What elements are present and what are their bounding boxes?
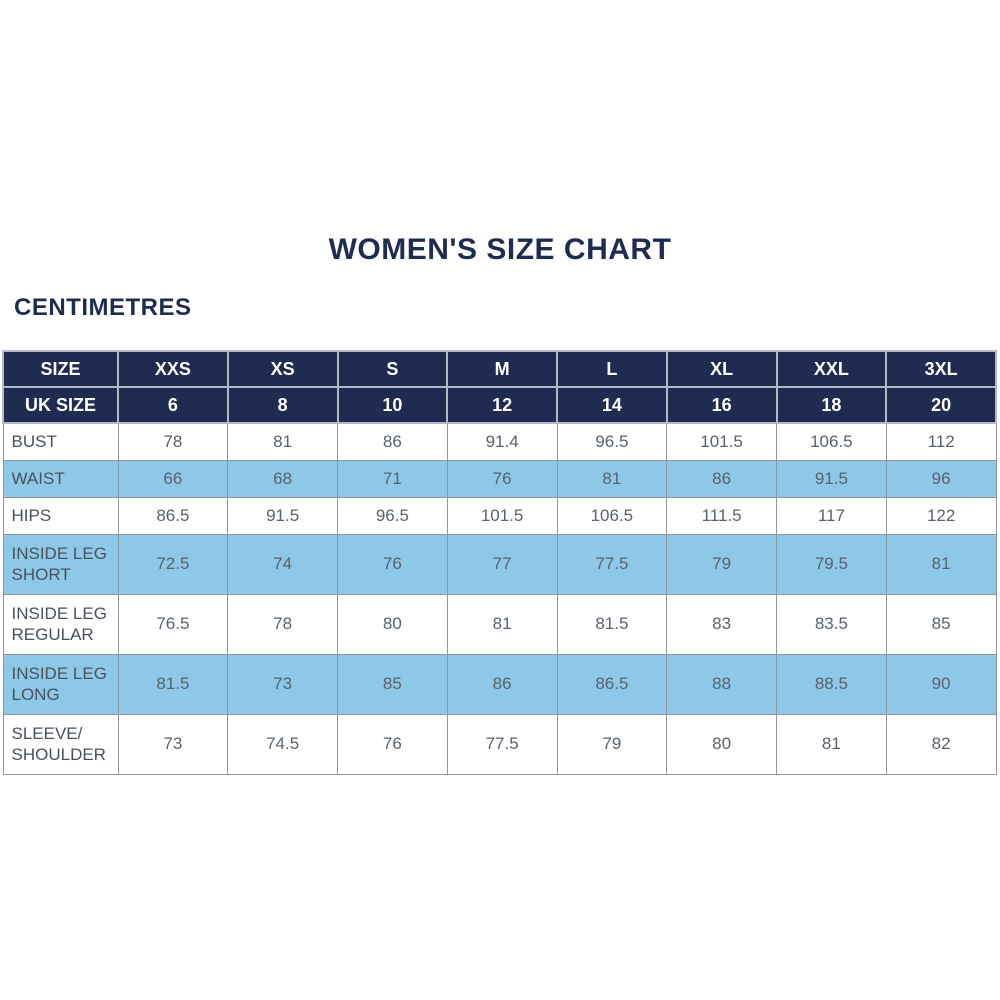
header-cell: 18 xyxy=(775,386,888,424)
units-heading: CENTIMETRES xyxy=(14,294,192,321)
measurement-value: 81.5 xyxy=(117,653,229,715)
measurement-row: WAIST 66 68 71 76 81 86 91.5 96 xyxy=(2,459,997,498)
header-cell: XL xyxy=(665,350,778,388)
measurement-value: 77.5 xyxy=(556,533,668,595)
measurement-label: SLEEVE/ SHOULDER xyxy=(2,713,119,775)
measurement-value: 117 xyxy=(776,496,887,535)
measurement-value: 66 xyxy=(117,459,229,498)
measurement-value: 81 xyxy=(885,533,997,595)
measurement-value: 106.5 xyxy=(556,496,668,535)
measurement-value: 68 xyxy=(227,459,338,498)
measurement-value: 73 xyxy=(117,713,229,775)
measurement-value: 74.5 xyxy=(227,713,338,775)
measurement-value: 91.5 xyxy=(776,459,887,498)
measurement-value: 122 xyxy=(885,496,997,535)
header-cell: 14 xyxy=(556,386,668,424)
measurement-value: 85 xyxy=(885,593,997,655)
measurement-value: 101.5 xyxy=(666,422,777,461)
measurement-value: 81 xyxy=(556,459,668,498)
measurement-value: 86 xyxy=(666,459,777,498)
measurement-value: 83.5 xyxy=(776,593,887,655)
measurement-label: HIPS xyxy=(2,496,119,535)
measurement-value: 81 xyxy=(227,422,338,461)
measurement-value: 72.5 xyxy=(117,533,229,595)
measurement-value: 86 xyxy=(446,653,558,715)
measurement-row: INSIDE LEG LONG 81.5 73 85 86 86.5 88 88.5 90 xyxy=(2,653,997,715)
measurement-value: 81.5 xyxy=(556,593,668,655)
measurement-row: INSIDE LEG REGULAR 76.5 78 80 81 81.5 83 83.5 85 xyxy=(2,593,997,655)
measurement-value: 78 xyxy=(227,593,338,655)
measurement-value: 76 xyxy=(337,713,448,775)
size-header-row: SIZE XXS XS S M L XL XXL 3XL xyxy=(2,350,997,388)
measurement-value: 91.5 xyxy=(227,496,338,535)
measurement-value: 86.5 xyxy=(117,496,229,535)
header-cell: XS xyxy=(226,350,339,388)
size-chart-table: SIZE XXS XS S M L XL XXL 3XL UK SIZE 6 8 10 12 14 16 18 2… xyxy=(2,350,997,775)
measurement-value: 83 xyxy=(666,593,777,655)
page-title: WOMEN'S SIZE CHART xyxy=(328,233,672,266)
header-cell: 8 xyxy=(226,386,339,424)
measurement-value: 76 xyxy=(337,533,448,595)
uk-size-header-row: UK SIZE 6 8 10 12 14 16 18 20 xyxy=(2,386,997,424)
measurement-value: 96.5 xyxy=(556,422,668,461)
measurement-label: WAIST xyxy=(2,459,119,498)
header-cell: L xyxy=(556,350,668,388)
measurement-value: 91.4 xyxy=(446,422,558,461)
measurement-value: 88 xyxy=(666,653,777,715)
measurement-value: 96.5 xyxy=(337,496,448,535)
size-header-label: SIZE xyxy=(2,350,119,388)
measurement-value: 81 xyxy=(446,593,558,655)
measurement-value: 80 xyxy=(666,713,777,775)
measurement-value: 90 xyxy=(885,653,997,715)
measurement-value: 81 xyxy=(776,713,887,775)
header-cell: XXS xyxy=(117,350,229,388)
measurement-value: 106.5 xyxy=(776,422,887,461)
measurement-value: 76 xyxy=(446,459,558,498)
measurement-value: 86.5 xyxy=(556,653,668,715)
measurement-value: 76.5 xyxy=(117,593,229,655)
header-cell: 10 xyxy=(336,386,449,424)
measurement-row: INSIDE LEG SHORT 72.5 74 76 77 77.5 79 79.5 81 xyxy=(2,533,997,595)
measurement-value: 79 xyxy=(666,533,777,595)
measurement-row: SLEEVE/ SHOULDER 73 74.5 76 77.5 79 80 81 82 xyxy=(2,713,997,775)
measurement-label: INSIDE LEG SHORT xyxy=(2,533,119,595)
measurement-value: 73 xyxy=(227,653,338,715)
measurement-label: INSIDE LEG REGULAR xyxy=(2,593,119,655)
measurement-value: 82 xyxy=(885,713,997,775)
measurement-value: 79.5 xyxy=(776,533,887,595)
measurement-value: 79 xyxy=(556,713,668,775)
measurement-label: INSIDE LEG LONG xyxy=(2,653,119,715)
measurement-row: BUST 78 81 86 91.4 96.5 101.5 106.5 112 xyxy=(2,422,997,461)
uk-size-header-label: UK SIZE xyxy=(2,386,119,424)
measurement-value: 80 xyxy=(337,593,448,655)
header-cell: M xyxy=(446,350,558,388)
measurement-value: 111.5 xyxy=(666,496,777,535)
measurement-value: 86 xyxy=(337,422,448,461)
header-cell: 12 xyxy=(446,386,558,424)
measurement-value: 78 xyxy=(117,422,229,461)
measurement-value: 85 xyxy=(337,653,448,715)
size-chart-body: BUST 78 81 86 91.4 96.5 101.5 106.5 112 WAIST 66 68… xyxy=(2,422,997,775)
header-cell: S xyxy=(336,350,449,388)
header-cell: XXL xyxy=(775,350,888,388)
header-cell: 20 xyxy=(885,386,997,424)
size-chart-head: SIZE XXS XS S M L XL XXL 3XL UK SIZE 6 8 10 12 14 16 18 2… xyxy=(2,350,997,424)
measurement-value: 101.5 xyxy=(446,496,558,535)
measurement-value: 71 xyxy=(337,459,448,498)
measurement-value: 112 xyxy=(885,422,997,461)
measurement-value: 96 xyxy=(885,459,997,498)
measurement-value: 77 xyxy=(446,533,558,595)
header-cell: 16 xyxy=(665,386,778,424)
measurement-value: 74 xyxy=(227,533,338,595)
header-cell: 6 xyxy=(117,386,229,424)
header-cell: 3XL xyxy=(885,350,997,388)
measurement-row: HIPS 86.5 91.5 96.5 101.5 106.5 111.5 117 122 xyxy=(2,496,997,535)
measurement-label: BUST xyxy=(2,422,119,461)
measurement-value: 88.5 xyxy=(776,653,887,715)
measurement-value: 77.5 xyxy=(446,713,558,775)
